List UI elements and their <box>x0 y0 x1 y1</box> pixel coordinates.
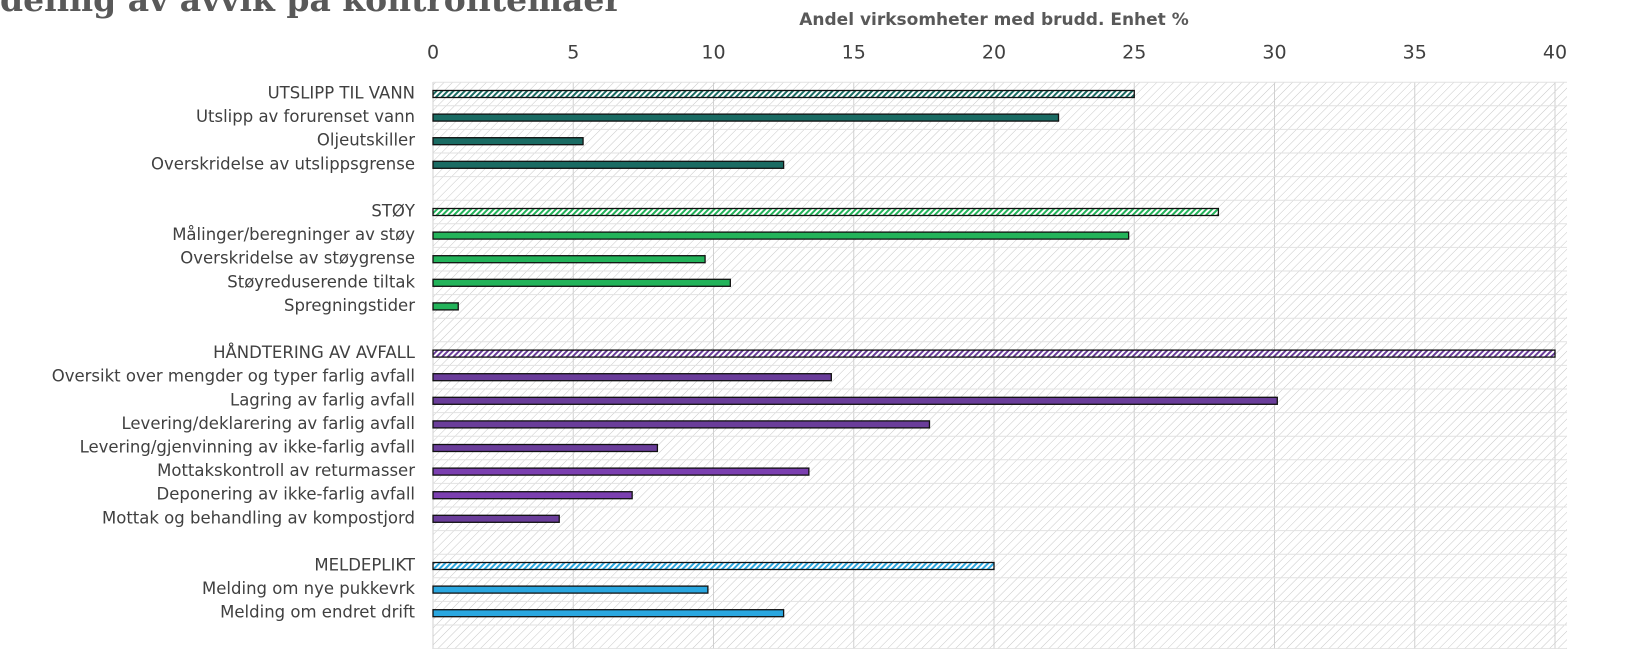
x-tick-label: 5 <box>567 42 579 64</box>
bar <box>432 420 931 429</box>
bar <box>432 255 706 264</box>
bar <box>432 443 659 453</box>
category-label: Spregningstider <box>284 296 415 315</box>
category-label: Levering/deklarering av farlig avfall <box>122 414 416 433</box>
category-label: Målinger/beregninger av støy <box>172 225 415 244</box>
bar <box>432 137 584 146</box>
bar <box>432 160 785 169</box>
x-tick-label: 0 <box>427 42 439 64</box>
category-label: HÅNDTERING AV AVFALL <box>213 343 416 362</box>
bar <box>432 113 1060 122</box>
x-tick-label: 25 <box>1122 42 1146 64</box>
category-label: Overskridelse av utslippsgrense <box>151 154 415 173</box>
category-label: Støyreduserende tiltak <box>227 272 415 291</box>
category-label: Oljeutskiller <box>317 131 415 150</box>
category-label: Oversikt over mengder og typer farlig av… <box>52 367 415 386</box>
category-label: Deponering av ikke-farlig avfall <box>157 485 415 504</box>
x-tick-label: 35 <box>1403 42 1427 64</box>
bar <box>432 278 731 287</box>
bar <box>432 514 560 523</box>
bar <box>432 373 832 382</box>
x-tick-label: 10 <box>701 42 725 64</box>
bar <box>432 231 1130 240</box>
category-label: Melding om nye pukkevrk <box>202 579 415 598</box>
bar <box>432 561 995 571</box>
bar <box>432 302 459 311</box>
x-tick-label: 15 <box>842 42 866 64</box>
bar <box>432 609 785 618</box>
bar <box>432 349 1556 358</box>
x-tick-label: 20 <box>982 42 1006 64</box>
bar <box>432 396 1278 405</box>
category-label: Lagring av farlig avfall <box>230 390 415 409</box>
category-label: Utslipp av forurenset vann <box>196 107 415 126</box>
bar <box>432 207 1220 217</box>
category-label: Mottak og behandling av kompostjord <box>102 508 415 527</box>
bar <box>432 467 810 476</box>
category-label: MELDEPLIKT <box>314 556 416 575</box>
chart-title: deling av avvik på kontrolltemaer <box>0 0 622 19</box>
category-label: Levering/gjenvinning av ikke-farlig avfa… <box>80 438 415 457</box>
category-label: STØY <box>371 202 416 221</box>
category-label: Overskridelse av støygrense <box>180 249 415 268</box>
axis-title: Andel virksomheter med brudd. Enhet % <box>799 10 1189 30</box>
bar <box>432 491 633 500</box>
category-label: UTSLIPP TIL VANN <box>268 84 415 103</box>
category-label: Mottakskontroll av returmasser <box>157 461 415 480</box>
x-tick-label: 40 <box>1543 42 1567 64</box>
category-label: Melding om endret drift <box>220 603 415 622</box>
x-tick-label: 30 <box>1262 42 1286 64</box>
bar <box>432 89 1135 99</box>
bar <box>432 585 709 594</box>
